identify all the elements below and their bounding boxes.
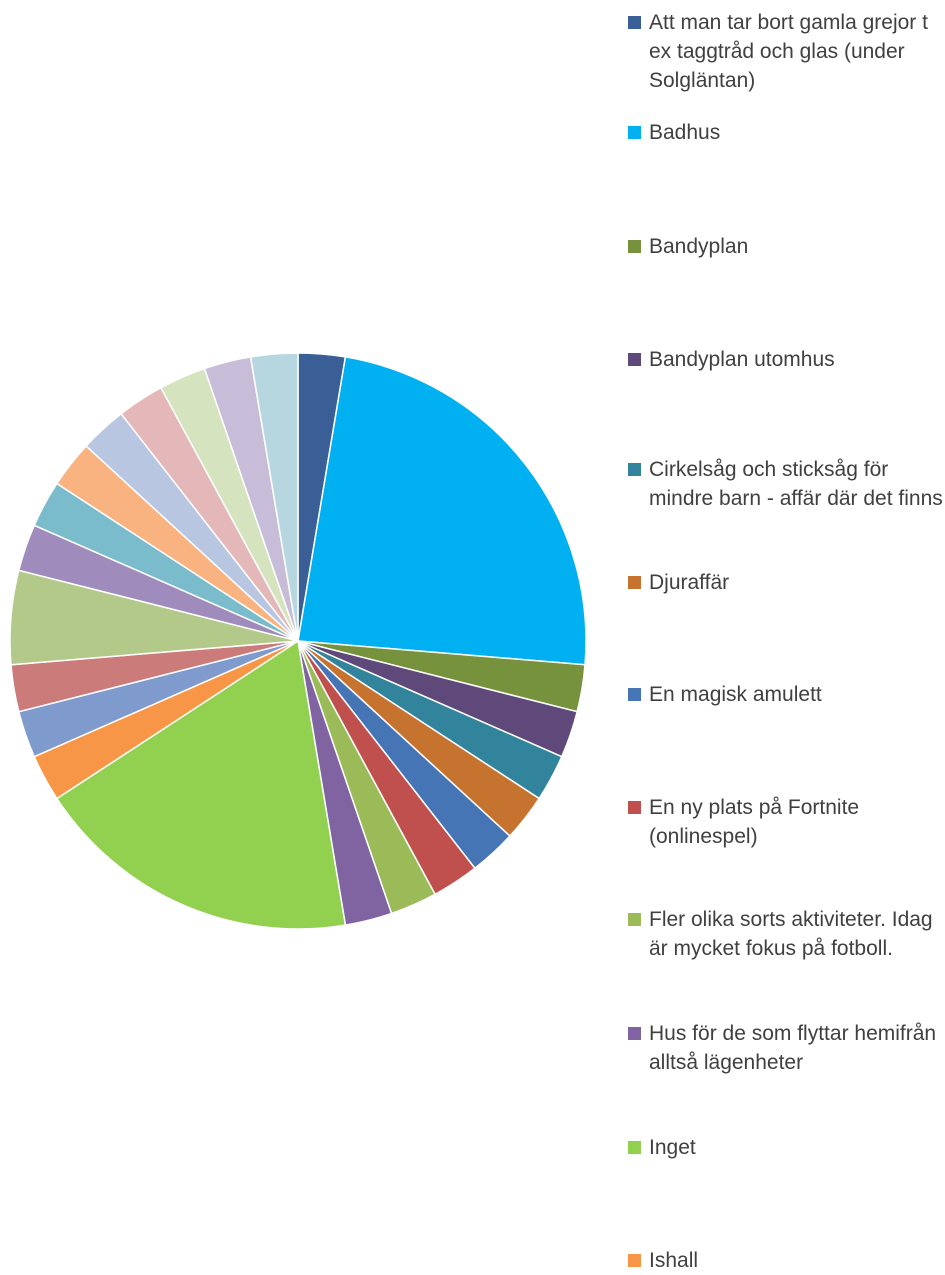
legend-label-5: Djuraffär bbox=[649, 571, 730, 594]
legend-label-0: Att man tar bort gamla grejor t ex taggt… bbox=[649, 11, 928, 92]
pie-slice-10 bbox=[55, 639, 347, 930]
legend-label-10: Inget bbox=[649, 1136, 696, 1159]
legend-label-4: Cirkelsåg och sticksåg för mindre barn -… bbox=[649, 458, 943, 510]
legend-swatch-1 bbox=[628, 126, 641, 139]
legend-item-6: En magisk amulett bbox=[628, 680, 945, 709]
legend-swatch-5 bbox=[628, 576, 641, 589]
legend-swatch-3 bbox=[628, 353, 641, 366]
legend-swatch-11 bbox=[628, 1254, 641, 1267]
legend-swatch-10 bbox=[628, 1141, 641, 1154]
legend-label-2: Bandyplan bbox=[649, 235, 749, 258]
legend-item-9: Hus för de som flyttar hemifrån alltså l… bbox=[628, 1019, 945, 1077]
legend-label-3: Bandyplan utomhus bbox=[649, 348, 835, 371]
legend-swatch-2 bbox=[628, 240, 641, 253]
legend-item-11: Ishall bbox=[628, 1246, 945, 1275]
legend-item-0: Att man tar bort gamla grejor t ex taggt… bbox=[628, 8, 945, 95]
legend-swatch-4 bbox=[628, 463, 641, 476]
legend-label-8: Fler olika sorts aktiviteter. Idag är my… bbox=[649, 908, 933, 960]
legend-item-3: Bandyplan utomhus bbox=[628, 345, 945, 374]
legend-item-1: Badhus bbox=[628, 118, 945, 147]
legend-item-10: Inget bbox=[628, 1133, 945, 1162]
legend-swatch-6 bbox=[628, 688, 641, 701]
legend-item-2: Bandyplan bbox=[628, 232, 945, 261]
legend-label-6: En magisk amulett bbox=[649, 683, 822, 706]
pie-slice-1 bbox=[297, 356, 587, 666]
legend-label-9: Hus för de som flyttar hemifrån alltså l… bbox=[649, 1022, 937, 1074]
legend-label-11: Ishall bbox=[649, 1249, 699, 1272]
legend-swatch-9 bbox=[628, 1027, 641, 1040]
legend-label-1: Badhus bbox=[649, 121, 721, 144]
pie-slice-22 bbox=[249, 352, 299, 642]
legend-swatch-7 bbox=[628, 801, 641, 814]
legend-item-5: Djuraffär bbox=[628, 568, 945, 597]
legend-item-7: En ny plats på Fortnite (onlinespel) bbox=[628, 793, 945, 851]
legend-item-4: Cirkelsåg och sticksåg för mindre barn -… bbox=[628, 455, 945, 513]
legend-label-7: En ny plats på Fortnite (onlinespel) bbox=[649, 796, 860, 848]
legend-item-8: Fler olika sorts aktiviteter. Idag är my… bbox=[628, 905, 945, 963]
legend-swatch-8 bbox=[628, 913, 641, 926]
legend-swatch-0 bbox=[628, 16, 641, 29]
